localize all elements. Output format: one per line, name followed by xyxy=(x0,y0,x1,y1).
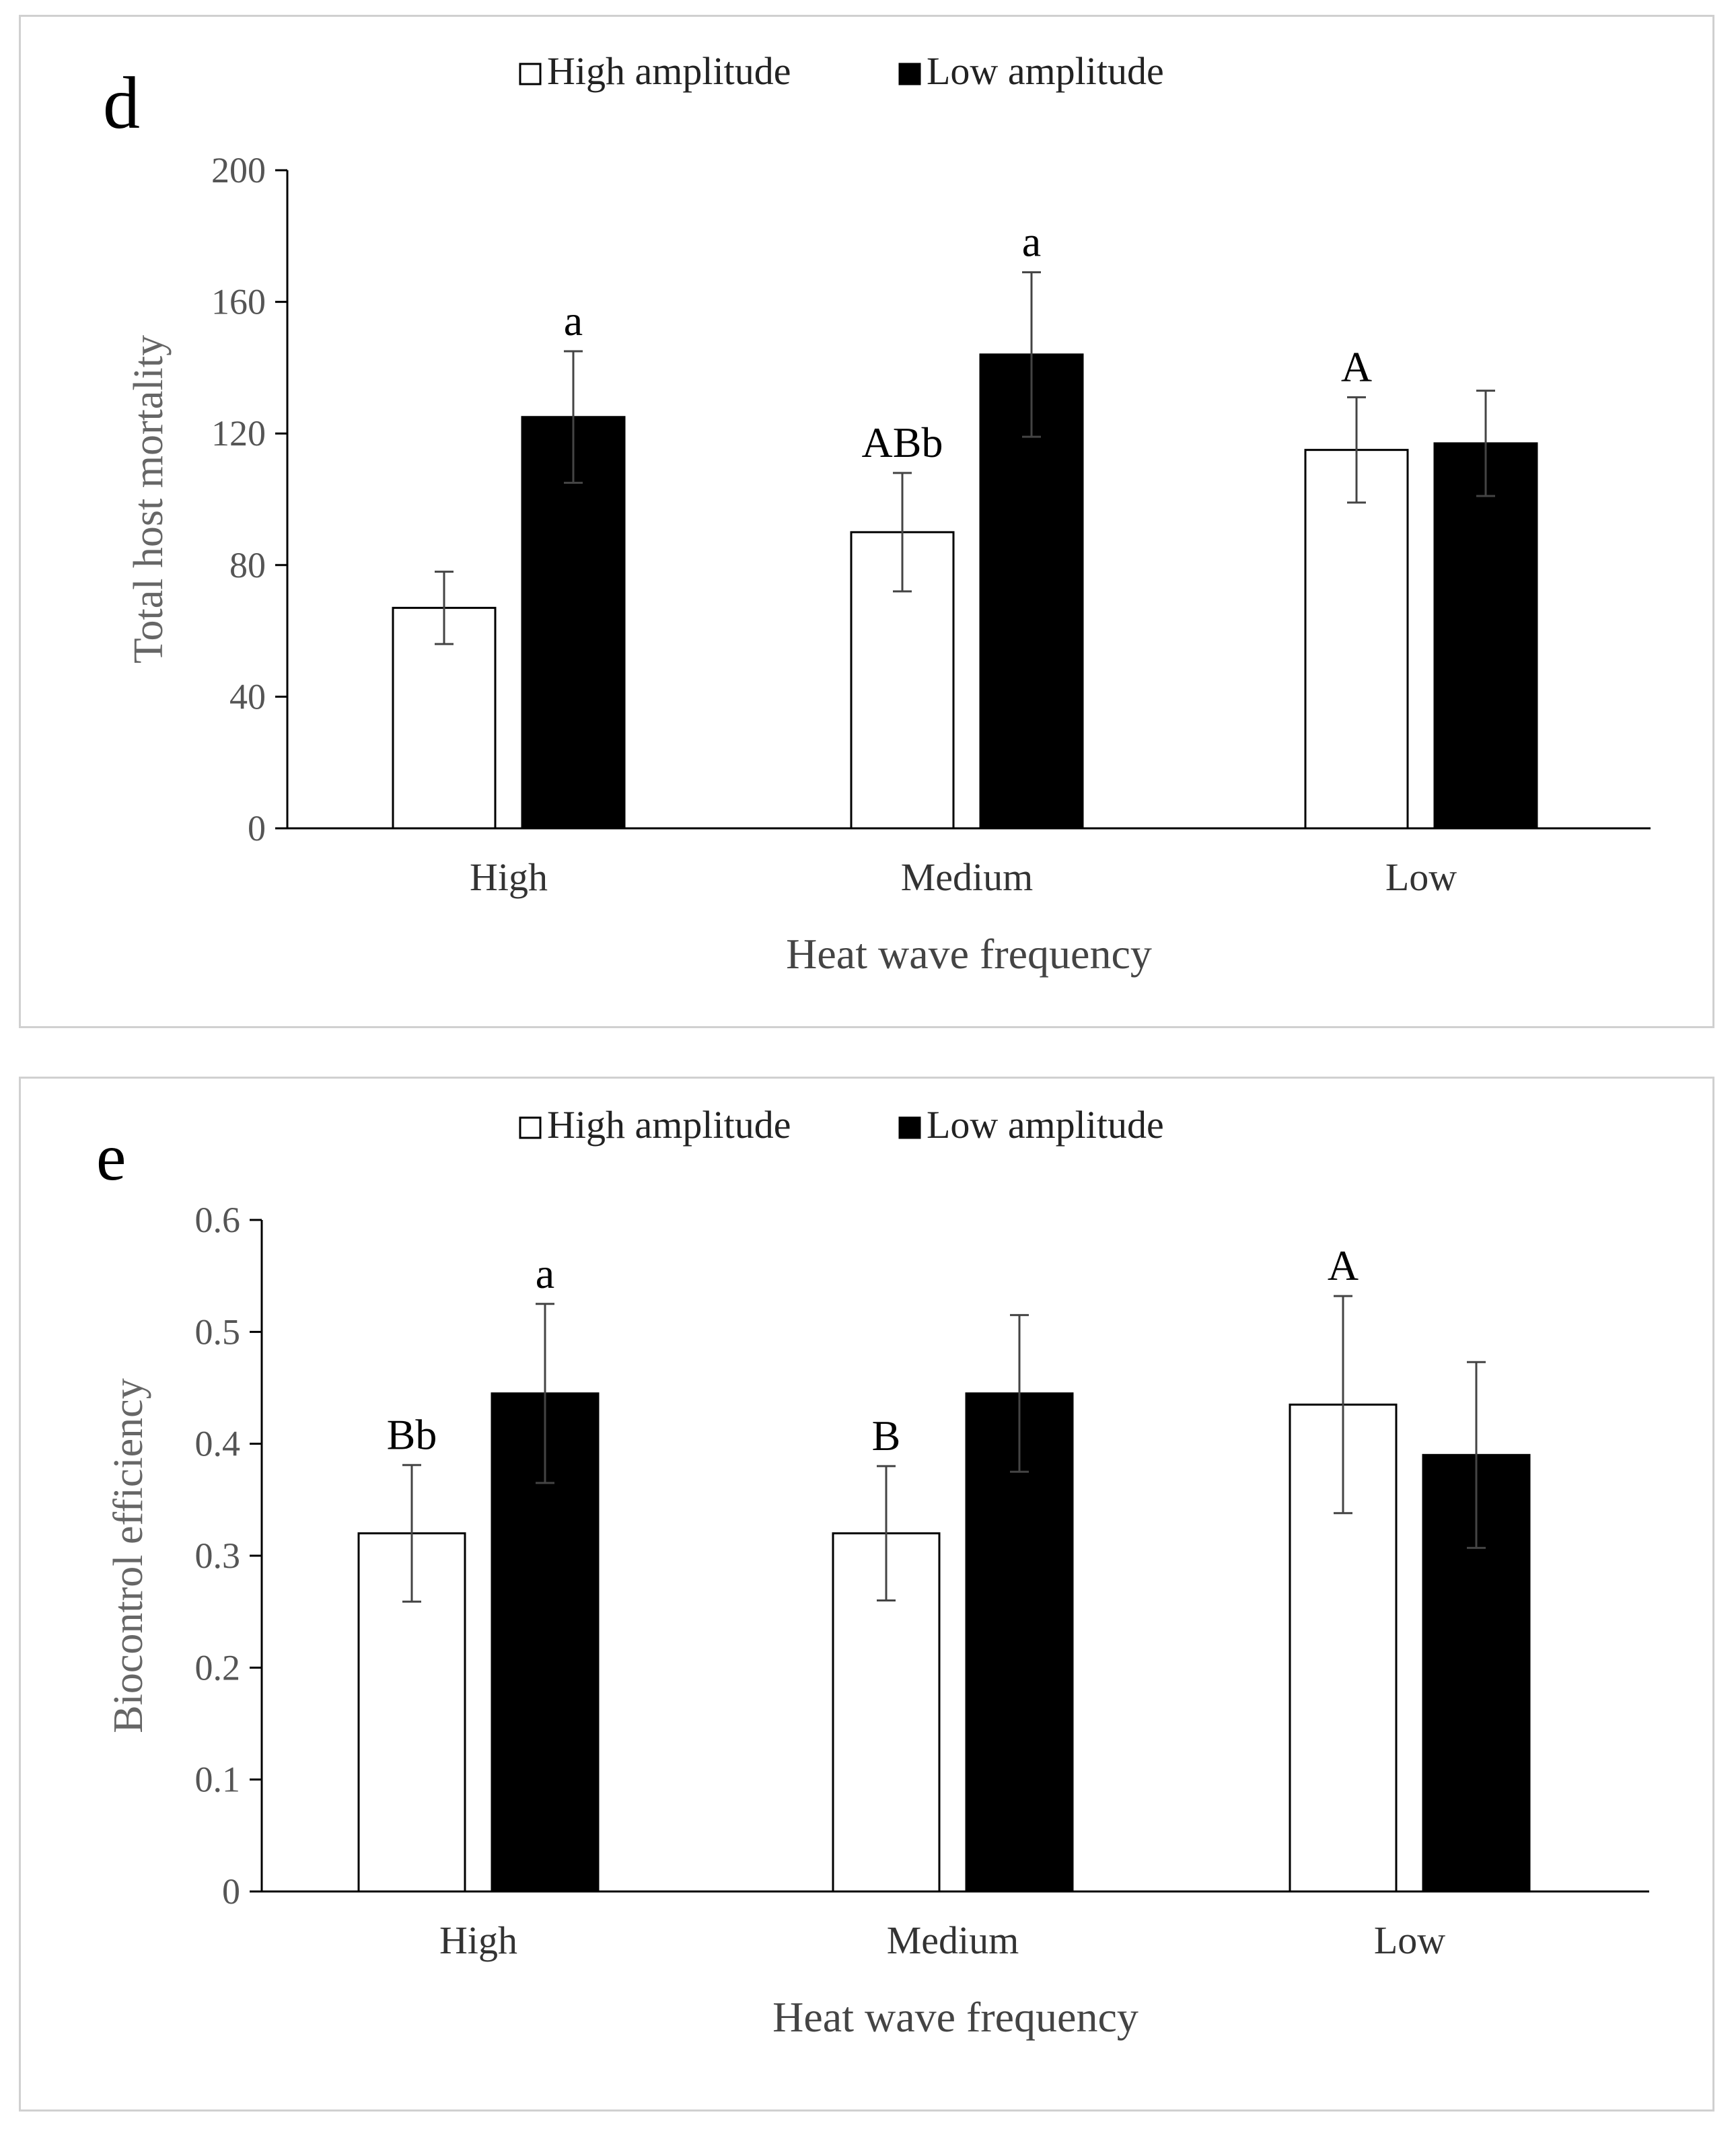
chart-e-significance-letter: Bb xyxy=(387,1410,437,1458)
chart-d-significance-letter: A xyxy=(1341,342,1372,390)
chart-e-x-tick-label: Medium xyxy=(887,1918,1019,1962)
chart-d-legend-swatch-high xyxy=(519,63,542,85)
chart-e-y-tick-label: 0.1 xyxy=(195,1760,241,1800)
chart-d-y-tick-label: 0 xyxy=(248,808,266,849)
chart-d-x-axis-title: Heat wave frequency xyxy=(786,930,1152,978)
chart-e-y-tick-label: 0.5 xyxy=(195,1311,241,1352)
chart-panel-d: d High amplitude Low amplitude 0 40 80 120 160 2… xyxy=(19,15,1714,1028)
chart-e-legend-swatch-low xyxy=(898,1116,921,1139)
chart-d-x-tick-label: Low xyxy=(1385,855,1457,899)
chart-d-legend-swatch-low xyxy=(898,63,921,85)
chart-e-x-tick-label: Low xyxy=(1374,1918,1445,1962)
chart-e-y-tick-label: 0.2 xyxy=(195,1647,241,1688)
chart-e-significance-letter: B xyxy=(872,1412,901,1459)
chart-d-legend-label-low: Low amplitude xyxy=(927,49,1164,93)
chart-e-panel-label: e xyxy=(96,1120,126,1194)
chart-e-y-tick-label: 0 xyxy=(222,1871,240,1912)
chart-d-x-tick-label: High xyxy=(470,855,548,899)
chart-d-y-tick-label: 40 xyxy=(229,676,266,717)
chart-d-significance-letter: a xyxy=(564,297,583,345)
chart-d-bar-low-high-amp xyxy=(1304,449,1409,830)
chart-d-y-tick-label: 80 xyxy=(229,545,266,585)
chart-d-significance-letter: a xyxy=(1022,218,1041,266)
chart-e-legend-swatch-high xyxy=(519,1116,542,1139)
chart-e-y-axis-title: Biocontrol efficiency xyxy=(106,1378,151,1733)
chart-d-y-tick-label: 200 xyxy=(211,150,266,190)
chart-e-significance-letter: a xyxy=(536,1250,554,1297)
chart-e-y-tick-label: 0.3 xyxy=(195,1536,241,1576)
chart-d-x-tick-label: Medium xyxy=(901,855,1034,899)
chart-d-significance-letter: ABb xyxy=(862,419,943,466)
chart-d-y-axis-title: Total host mortality xyxy=(126,335,172,663)
chart-d-svg: d High amplitude Low amplitude 0 40 80 120 160 2… xyxy=(103,49,1651,978)
chart-panel-e: e High amplitude Low amplitude 0 0.1 0.2 0.3 0.… xyxy=(19,1077,1714,2112)
chart-d-panel-label: d xyxy=(103,62,140,144)
chart-d-bar-low-low-amp xyxy=(1433,442,1538,830)
chart-e-legend-label-low: Low amplitude xyxy=(927,1103,1164,1147)
chart-d-y-tick-label: 120 xyxy=(211,413,266,454)
chart-e-y-tick-label: 0.4 xyxy=(195,1424,241,1464)
chart-d-y-tick-label: 160 xyxy=(211,282,266,322)
chart-e-significance-letter: A xyxy=(1328,1241,1359,1289)
chart-e-bar-medium-low-amp xyxy=(965,1392,1074,1893)
chart-e-y-tick-label: 0.6 xyxy=(195,1200,241,1240)
chart-e-x-tick-label: High xyxy=(439,1918,517,1962)
chart-d-bar-high-low-amp xyxy=(521,416,626,830)
chart-e-x-axis-title: Heat wave frequency xyxy=(772,1993,1138,2041)
chart-d-legend-label-high: High amplitude xyxy=(547,49,791,93)
chart-e-svg: e High amplitude Low amplitude 0 0.1 0.2 0.3 0.… xyxy=(96,1103,1649,2041)
chart-e-legend-label-high: High amplitude xyxy=(547,1103,791,1147)
